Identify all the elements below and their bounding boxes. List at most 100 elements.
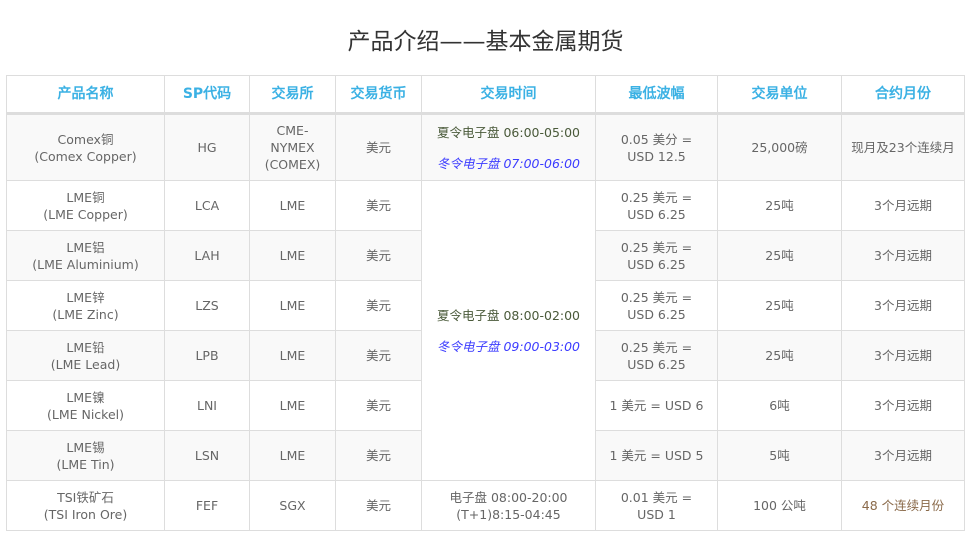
time-line: 电子盘 08:00-20:00 (449, 489, 568, 505)
cell-min-tick: 0.01 美元 = USD 1 (595, 480, 718, 531)
cell-min-tick: 0.05 美分 = USD 12.5 (595, 113, 718, 181)
cell-product-name: TSI铁矿石 (TSI Iron Ore) (6, 480, 165, 531)
cell-exchange: SGX (249, 480, 336, 531)
cell-currency: 美元 (335, 480, 422, 531)
cell-sp-code: HG (164, 113, 250, 181)
cell-sp-code: FEF (164, 480, 250, 531)
table-row: LME锡 (LME Tin) LSN LME 美元 1 美元 = USD 5 5吨… (6, 430, 965, 481)
cell-contract-months: 现月及23个连续月 (841, 113, 965, 181)
header-min-tick: 最低波幅 (595, 75, 718, 115)
name-en: (LME Zinc) (52, 306, 119, 322)
cell-contract-months: 3个月远期 (841, 180, 965, 231)
cell-sp-code: LPB (164, 330, 250, 381)
cell-exchange: LME (249, 380, 336, 431)
cell-exchange: LME (249, 180, 336, 231)
cell-min-tick: 0.25 美元 = USD 6.25 (595, 330, 718, 381)
cell-contract-months: 3个月远期 (841, 380, 965, 431)
cell-exchange: LME (249, 230, 336, 281)
name-en: (LME Lead) (50, 356, 121, 372)
cell-currency: 美元 (335, 380, 422, 431)
name-en: (LME Nickel) (46, 406, 125, 422)
cell-product-name: Comex铜 (Comex Copper) (6, 113, 165, 181)
name-en: (TSI Iron Ore) (43, 506, 128, 522)
table-row: LME锌 (LME Zinc) LZS LME 美元 0.25 美元 = USD … (6, 280, 965, 331)
cell-product-name: LME镍 (LME Nickel) (6, 380, 165, 431)
cell-currency: 美元 (335, 113, 422, 181)
header-currency: 交易货币 (335, 75, 422, 115)
cell-contract-months: 3个月远期 (841, 430, 965, 481)
table-row: LME铝 (LME Aluminium) LAH LME 美元 0.25 美元 =… (6, 230, 965, 281)
cell-trading-time: 夏令电子盘 06:00-05:00 冬令电子盘 07:00-06:00 (421, 113, 596, 181)
header-product-name: 产品名称 (6, 75, 165, 115)
header-contract-months: 合约月份 (841, 75, 965, 115)
winter-time: 冬令电子盘 07:00-06:00 (436, 155, 581, 171)
cell-currency: 美元 (335, 430, 422, 481)
name-cn: TSI铁矿石 (57, 489, 114, 505)
cell-exchange: CME-NYMEX (COMEX) (249, 113, 336, 181)
table-row: LME镍 (LME Nickel) LNI LME 美元 1 美元 = USD 6… (6, 380, 965, 431)
cell-sp-code: LAH (164, 230, 250, 281)
cell-min-tick: 0.25 美元 = USD 6.25 (595, 230, 718, 281)
cell-trading-unit: 25吨 (717, 230, 842, 281)
cell-currency: 美元 (335, 230, 422, 281)
table-row: TSI铁矿石 (TSI Iron Ore) FEF SGX 美元 电子盘 08:0… (6, 480, 965, 531)
cell-sp-code: LNI (164, 380, 250, 431)
cell-sp-code: LZS (164, 280, 250, 331)
table-row: LME铅 (LME Lead) LPB LME 美元 0.25 美元 = USD … (6, 330, 965, 381)
cell-exchange: LME (249, 330, 336, 381)
summer-time: 夏令电子盘 08:00-02:00 (436, 307, 581, 323)
cell-contract-months: 3个月远期 (841, 280, 965, 331)
time-line: (T+1)8:15-04:45 (456, 506, 561, 522)
metal-futures-table: 产品名称 SP代码 交易所 交易货币 交易时间 最低波幅 交易单位 合约月份 Comex铜 (C… (6, 75, 965, 531)
cell-trading-unit: 25吨 (717, 330, 842, 381)
cell-trading-unit: 25,000磅 (717, 113, 842, 181)
cell-product-name: LME锌 (LME Zinc) (6, 280, 165, 331)
name-cn: LME铝 (66, 239, 105, 255)
cell-contract-months: 3个月远期 (841, 230, 965, 281)
cell-min-tick: 1 美元 = USD 5 (595, 430, 718, 481)
name-cn: LME铜 (66, 189, 105, 205)
cell-currency: 美元 (335, 330, 422, 381)
header-exchange: 交易所 (249, 75, 336, 115)
header-trading-time: 交易时间 (421, 75, 596, 115)
name-en: (LME Tin) (56, 456, 115, 472)
cell-trading-unit: 25吨 (717, 180, 842, 231)
winter-time: 冬令电子盘 09:00-03:00 (436, 338, 581, 354)
cell-product-name: LME铅 (LME Lead) (6, 330, 165, 381)
table-header-row: 产品名称 SP代码 交易所 交易货币 交易时间 最低波幅 交易单位 合约月份 (6, 75, 965, 115)
header-trading-unit: 交易单位 (717, 75, 842, 115)
cell-product-name: LME锡 (LME Tin) (6, 430, 165, 481)
cell-min-tick: 0.25 美元 = USD 6.25 (595, 180, 718, 231)
cell-currency: 美元 (335, 280, 422, 331)
name-en: (Comex Copper) (34, 148, 137, 164)
summer-time: 夏令电子盘 06:00-05:00 (436, 124, 581, 140)
cell-trading-unit: 6吨 (717, 380, 842, 431)
name-cn: LME锌 (66, 289, 105, 305)
cell-currency: 美元 (335, 180, 422, 231)
table-row: LME铜 (LME Copper) LCA LME 美元 夏令电子盘 08:00-… (6, 180, 965, 481)
cell-contract-months: 48 个连续月份 (841, 480, 965, 531)
cell-product-name: LME铝 (LME Aluminium) (6, 230, 165, 281)
cell-sp-code: LCA (164, 180, 250, 231)
cell-contract-months: 3个月远期 (841, 330, 965, 381)
cell-trading-time: 电子盘 08:00-20:00 (T+1)8:15-04:45 (421, 480, 596, 531)
name-cn: LME镍 (66, 389, 105, 405)
cell-min-tick: 1 美元 = USD 6 (595, 380, 718, 431)
cell-trading-unit: 25吨 (717, 280, 842, 331)
cell-min-tick: 0.25 美元 = USD 6.25 (595, 280, 718, 331)
name-cn: LME锡 (66, 439, 105, 455)
header-sp-code: SP代码 (164, 75, 250, 115)
cell-sp-code: LSN (164, 430, 250, 481)
cell-trading-time-lme: 夏令电子盘 08:00-02:00 冬令电子盘 09:00-03:00 (421, 180, 596, 481)
table-row: Comex铜 (Comex Copper) HG CME-NYMEX (COMEX… (6, 113, 965, 181)
page-title: 产品介绍——基本金属期货 (347, 29, 624, 55)
name-en: (LME Aluminium) (32, 256, 139, 272)
name-en: (LME Copper) (43, 206, 128, 222)
cell-product-name: LME铜 (LME Copper) (6, 180, 165, 231)
cell-exchange: LME (249, 280, 336, 331)
name-cn: Comex铜 (57, 131, 114, 147)
cell-trading-unit: 5吨 (717, 430, 842, 481)
name-cn: LME铅 (66, 339, 105, 355)
cell-exchange: LME (249, 430, 336, 481)
cell-trading-unit: 100 公吨 (717, 480, 842, 531)
